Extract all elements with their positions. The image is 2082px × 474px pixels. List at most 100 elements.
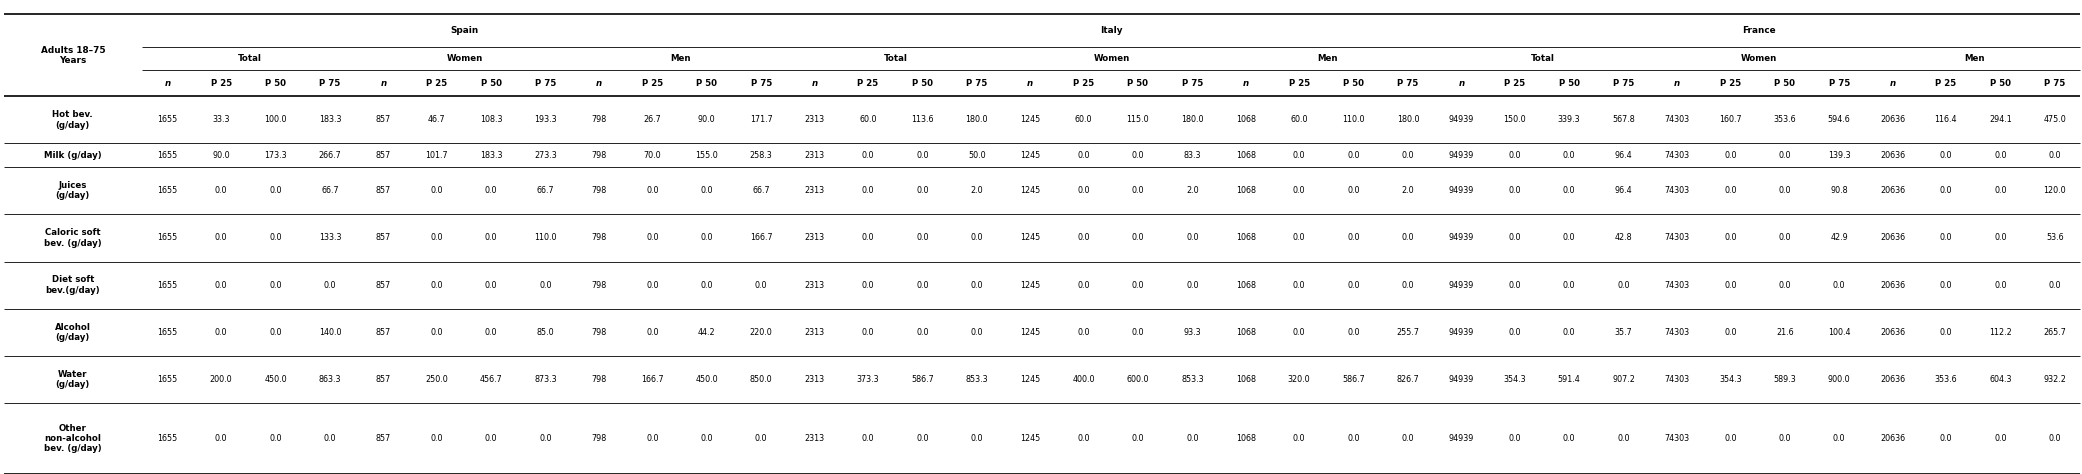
- Text: 0.0: 0.0: [1995, 151, 2007, 160]
- Text: 798: 798: [591, 434, 606, 443]
- Text: 1068: 1068: [1237, 328, 1255, 337]
- Text: 1068: 1068: [1237, 151, 1255, 160]
- Text: 0.0: 0.0: [323, 434, 335, 443]
- Text: 0.0: 0.0: [214, 281, 227, 290]
- Text: 50.0: 50.0: [968, 151, 985, 160]
- Text: 907.2: 907.2: [1611, 375, 1634, 384]
- Text: 0.0: 0.0: [1133, 434, 1145, 443]
- Text: n: n: [164, 79, 171, 88]
- Text: Women: Women: [448, 55, 483, 64]
- Text: 0.0: 0.0: [1995, 281, 2007, 290]
- Text: Diet soft
bev.(g/day): Diet soft bev.(g/day): [46, 275, 100, 295]
- Text: 266.7: 266.7: [319, 151, 341, 160]
- Text: 586.7: 586.7: [1343, 375, 1366, 384]
- Text: 0.0: 0.0: [1940, 328, 1953, 337]
- Text: 0.0: 0.0: [700, 281, 712, 290]
- Text: P 25: P 25: [210, 79, 231, 88]
- Text: 0.0: 0.0: [645, 328, 658, 337]
- Text: 0.0: 0.0: [700, 434, 712, 443]
- Text: 873.3: 873.3: [535, 375, 556, 384]
- Text: 26.7: 26.7: [643, 115, 662, 124]
- Text: 94939: 94939: [1449, 434, 1474, 443]
- Text: 456.7: 456.7: [479, 375, 502, 384]
- Text: Total: Total: [885, 55, 908, 64]
- Text: 1245: 1245: [1020, 186, 1041, 195]
- Text: 255.7: 255.7: [1397, 328, 1420, 337]
- Text: Juices
(g/day): Juices (g/day): [56, 181, 90, 201]
- Text: 0.0: 0.0: [1940, 281, 1953, 290]
- Text: 0.0: 0.0: [1724, 328, 1736, 337]
- Text: 0.0: 0.0: [1724, 281, 1736, 290]
- Text: n: n: [1243, 79, 1249, 88]
- Text: 1655: 1655: [158, 115, 177, 124]
- Text: 0.0: 0.0: [431, 186, 443, 195]
- Text: 0.0: 0.0: [916, 233, 929, 242]
- Text: 0.0: 0.0: [1133, 151, 1145, 160]
- Text: P 25: P 25: [1503, 79, 1526, 88]
- Text: 798: 798: [591, 115, 606, 124]
- Text: 42.8: 42.8: [1616, 233, 1632, 242]
- Text: 850.0: 850.0: [750, 375, 772, 384]
- Text: 0.0: 0.0: [1133, 186, 1145, 195]
- Text: Adults 18–75
Years: Adults 18–75 Years: [40, 46, 106, 65]
- Text: 0.0: 0.0: [1509, 151, 1522, 160]
- Text: 180.0: 180.0: [1397, 115, 1420, 124]
- Text: 93.3: 93.3: [1183, 328, 1201, 337]
- Text: 20636: 20636: [1880, 434, 1905, 443]
- Text: 0.0: 0.0: [1832, 434, 1845, 443]
- Text: P 25: P 25: [427, 79, 448, 88]
- Text: 155.0: 155.0: [695, 151, 718, 160]
- Text: 200.0: 200.0: [210, 375, 233, 384]
- Text: 1655: 1655: [158, 434, 177, 443]
- Text: 1245: 1245: [1020, 434, 1041, 443]
- Text: 90.8: 90.8: [1830, 186, 1849, 195]
- Text: P 25: P 25: [1720, 79, 1741, 88]
- Text: 400.0: 400.0: [1072, 375, 1095, 384]
- Text: Other
non-alcohol
bev. (g/day): Other non-alcohol bev. (g/day): [44, 424, 102, 454]
- Text: Caloric soft
bev. (g/day): Caloric soft bev. (g/day): [44, 228, 102, 247]
- Text: 193.3: 193.3: [535, 115, 556, 124]
- Text: Women: Women: [1741, 55, 1776, 64]
- Text: 0.0: 0.0: [1076, 151, 1089, 160]
- Text: 0.0: 0.0: [1778, 434, 1791, 443]
- Text: n: n: [381, 79, 387, 88]
- Text: 66.7: 66.7: [752, 186, 770, 195]
- Text: 0.0: 0.0: [862, 328, 874, 337]
- Text: 0.0: 0.0: [1347, 233, 1360, 242]
- Text: 0.0: 0.0: [1347, 151, 1360, 160]
- Text: 70.0: 70.0: [643, 151, 662, 160]
- Text: 798: 798: [591, 328, 606, 337]
- Text: 0.0: 0.0: [1187, 233, 1199, 242]
- Text: 74303: 74303: [1664, 115, 1689, 124]
- Text: 0.0: 0.0: [1940, 151, 1953, 160]
- Text: 20636: 20636: [1880, 328, 1905, 337]
- Text: 354.3: 354.3: [1720, 375, 1743, 384]
- Text: 0.0: 0.0: [862, 233, 874, 242]
- Text: 1655: 1655: [158, 233, 177, 242]
- Text: 1068: 1068: [1237, 434, 1255, 443]
- Text: 96.4: 96.4: [1616, 151, 1632, 160]
- Text: 2313: 2313: [804, 375, 824, 384]
- Text: 0.0: 0.0: [916, 434, 929, 443]
- Text: 0.0: 0.0: [970, 434, 983, 443]
- Text: 1655: 1655: [158, 375, 177, 384]
- Text: 798: 798: [591, 151, 606, 160]
- Text: 1245: 1245: [1020, 328, 1041, 337]
- Text: P 25: P 25: [1289, 79, 1310, 88]
- Text: 600.0: 600.0: [1126, 375, 1149, 384]
- Text: 220.0: 220.0: [750, 328, 772, 337]
- Text: 171.7: 171.7: [750, 115, 772, 124]
- Text: 0.0: 0.0: [1778, 186, 1791, 195]
- Text: P 25: P 25: [1936, 79, 1957, 88]
- Text: 0.0: 0.0: [1347, 281, 1360, 290]
- Text: 853.3: 853.3: [1180, 375, 1203, 384]
- Text: 0.0: 0.0: [539, 281, 552, 290]
- Text: 0.0: 0.0: [862, 186, 874, 195]
- Text: 1655: 1655: [158, 186, 177, 195]
- Text: 1245: 1245: [1020, 115, 1041, 124]
- Text: 0.0: 0.0: [485, 434, 498, 443]
- Text: 0.0: 0.0: [1293, 151, 1305, 160]
- Text: 0.0: 0.0: [2049, 434, 2061, 443]
- Text: 0.0: 0.0: [1995, 186, 2007, 195]
- Text: 0.0: 0.0: [1564, 233, 1576, 242]
